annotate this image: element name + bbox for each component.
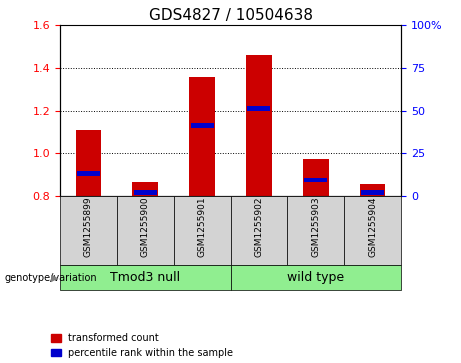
Legend: transformed count, percentile rank within the sample: transformed count, percentile rank withi… <box>51 333 233 358</box>
Bar <box>60 265 230 290</box>
Bar <box>303 159 329 196</box>
Bar <box>246 55 272 196</box>
Bar <box>248 106 271 111</box>
Bar <box>230 265 401 290</box>
Bar <box>189 77 215 196</box>
Text: GSM1255900: GSM1255900 <box>141 197 150 257</box>
Bar <box>60 196 117 265</box>
Bar <box>76 130 101 196</box>
Bar <box>360 184 385 196</box>
Text: GSM1255899: GSM1255899 <box>84 197 93 257</box>
Text: ▶: ▶ <box>51 273 59 283</box>
Text: GSM1255902: GSM1255902 <box>254 197 263 257</box>
Bar <box>174 196 230 265</box>
Text: GSM1255901: GSM1255901 <box>198 197 207 257</box>
Bar <box>344 196 401 265</box>
Bar <box>304 178 327 182</box>
Text: Tmod3 null: Tmod3 null <box>110 271 180 284</box>
Bar <box>287 196 344 265</box>
Title: GDS4827 / 10504638: GDS4827 / 10504638 <box>148 8 313 23</box>
Text: GSM1255903: GSM1255903 <box>311 197 320 257</box>
Text: wild type: wild type <box>287 271 344 284</box>
Bar <box>117 196 174 265</box>
Text: genotype/variation: genotype/variation <box>5 273 97 283</box>
Bar <box>134 191 157 195</box>
Bar <box>77 171 100 176</box>
Text: GSM1255904: GSM1255904 <box>368 197 377 257</box>
Bar <box>230 196 287 265</box>
Bar <box>190 123 213 128</box>
Bar <box>132 182 158 196</box>
Bar <box>361 191 384 195</box>
